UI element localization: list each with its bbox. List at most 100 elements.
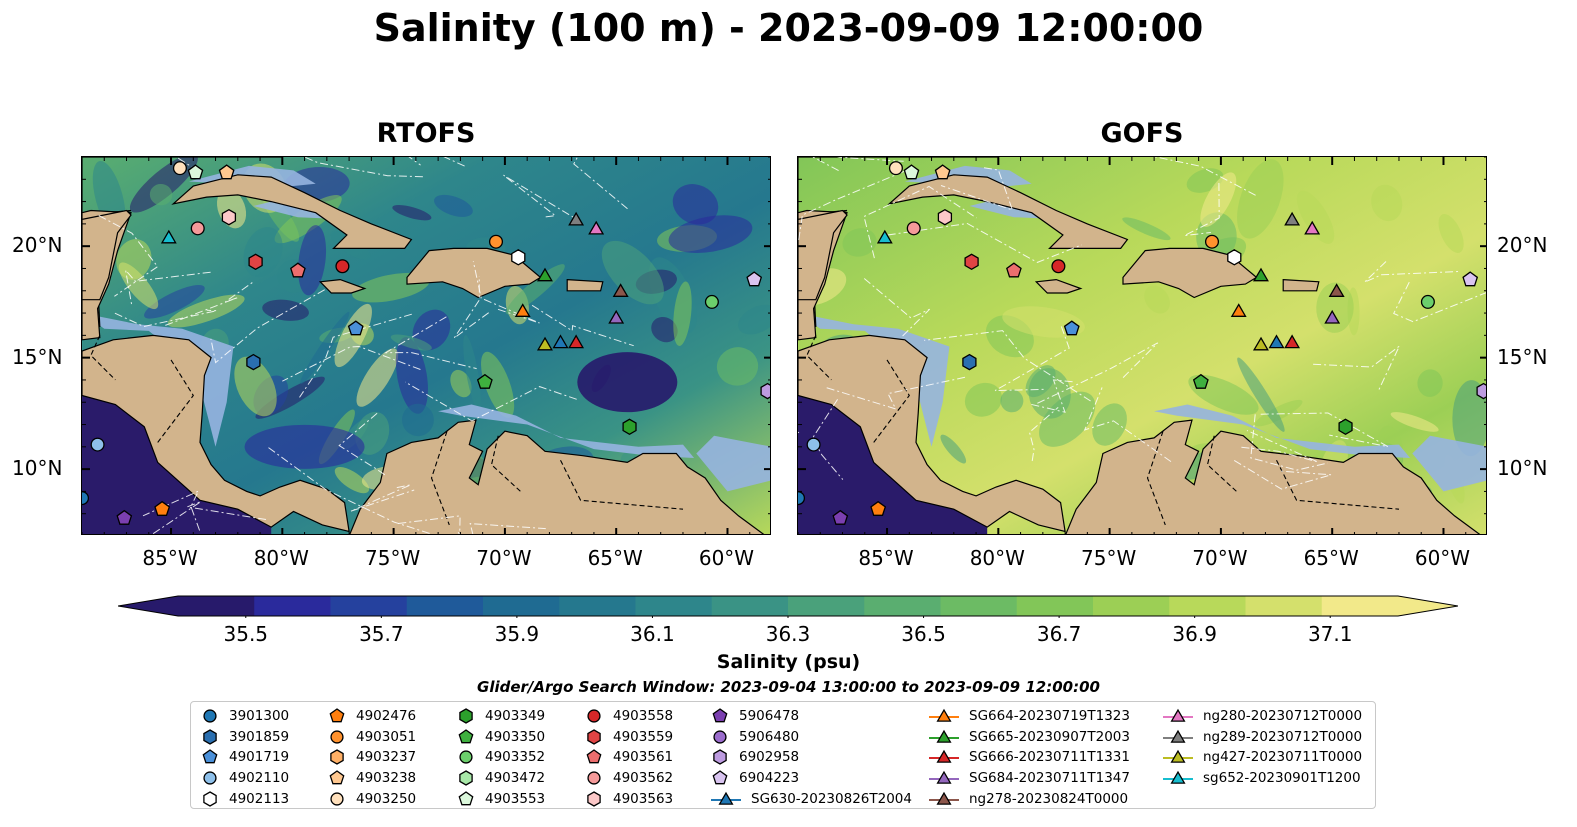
legend-marker [203, 709, 217, 723]
legend-marker [712, 708, 728, 723]
platform-marker-3901859 [246, 353, 261, 371]
salinity-eddy [940, 434, 967, 464]
eez-boundary [798, 169, 908, 240]
colorbar-label: Salinity (psu) [716, 651, 861, 673]
colorbar-segment [254, 596, 331, 616]
land-yucatan-north [82, 209, 132, 301]
salinity-eddy [298, 225, 327, 296]
y-tick-label-left: 20°N [12, 233, 63, 258]
legend-item: 4903472 [457, 768, 545, 789]
salinity-eddy [390, 334, 432, 351]
salinity-eddy [601, 240, 664, 305]
eez-boundary [811, 157, 904, 172]
platform-marker-6902958 [1476, 382, 1486, 400]
legend-item: 4903561 [585, 747, 673, 768]
y-tick-label-left: 15°N [12, 344, 63, 369]
salinity-colorbar [118, 595, 1458, 618]
salinity-eddy [1237, 159, 1284, 239]
eez-boundary [531, 304, 634, 347]
legend-item: 4903563 [585, 788, 673, 809]
salinity-eddy [395, 337, 428, 414]
salinity-eddy [1296, 190, 1335, 244]
legend-marker [203, 790, 217, 807]
search-window-text: Glider/Argo Search Window: 2023-09-04 13… [477, 678, 1100, 696]
eez-boundary [924, 330, 1091, 402]
legend-marker [458, 729, 474, 744]
map-panel-rtofs[interactable] [81, 156, 771, 535]
salinity-eddy [842, 228, 877, 257]
continental-shelf [696, 435, 770, 492]
y-tick-label-left: 10°N [12, 456, 63, 481]
legend-marker [1170, 750, 1186, 764]
legend-marker-icon [329, 770, 345, 785]
platform-marker-5906478 [832, 509, 849, 525]
salinity-eddy [434, 194, 473, 217]
platform-marker-SG666-20230711T1331 [568, 334, 585, 349]
legend-label: 4903349 [485, 708, 546, 725]
legend-item: 4903562 [585, 768, 673, 789]
legend-marker [712, 770, 728, 785]
legend-item: 4903559 [585, 727, 673, 748]
legend-marker-icon [586, 749, 602, 764]
salinity-eddy [1144, 285, 1170, 314]
legend-item: SG664-20230719T1323 [929, 706, 1130, 727]
low-salinity-eddy [577, 352, 678, 413]
platform-marker-4903350 [476, 373, 493, 389]
eez-boundary [863, 185, 977, 259]
legend-marker-icon [203, 709, 217, 723]
eez-boundary [124, 268, 211, 307]
legend-marker-icon [203, 729, 217, 745]
salinity-eddy [738, 304, 770, 335]
eez-boundary [1029, 379, 1073, 413]
map-panel-gofs[interactable] [797, 156, 1487, 535]
x-tick-label: 85°W [142, 546, 198, 570]
legend-label: ng278-20230824T0000 [969, 790, 1129, 807]
platform-marker-4903238 [218, 164, 235, 180]
x-tick-label: 60°W [1414, 546, 1471, 570]
legend-item: SG665-20230907T2003 [929, 727, 1130, 748]
eez-boundary [503, 174, 575, 218]
eez-boundary [1250, 414, 1328, 471]
land-cuba [171, 174, 413, 250]
salinity-eddy [651, 316, 678, 343]
legend-marker-icon [711, 791, 741, 805]
country-border [90, 335, 116, 381]
y-tick-label-right: 15°N [1497, 344, 1548, 369]
eez-boundary [338, 412, 386, 476]
colorbar-tick-label: 37.1 [1307, 622, 1353, 646]
land-south-america [1065, 419, 1481, 534]
y-tick-label-right: 10°N [1497, 456, 1548, 481]
legend-label: 6904223 [739, 770, 800, 787]
platform-marker-4903352 [1420, 294, 1435, 309]
panel-title-rtofs: RTOFS [376, 118, 476, 149]
legend-label: 4903553 [485, 790, 546, 807]
platform-marker-ng289-20230712T0000 [1284, 211, 1301, 226]
colorbar-segment [559, 596, 636, 616]
legend-item: 5906480 [711, 727, 912, 748]
legend-marker-icon [929, 791, 959, 805]
legend-item: 3901300 [201, 706, 289, 727]
platform-marker-6904223 [746, 271, 763, 287]
eez-boundary [940, 167, 1014, 211]
legend-column: 4903349 4903350 4903352 4903472 4903553 [457, 706, 545, 809]
legend-label: SG665-20230907T2003 [969, 728, 1130, 745]
land-jamaica [318, 278, 367, 294]
country-border [560, 459, 684, 510]
legend-label: ng280-20230712T0000 [1203, 708, 1363, 725]
country-border [157, 359, 194, 443]
legend-item: 4903250 [328, 788, 416, 809]
salinity-eddy [1200, 172, 1237, 227]
platform-marker-SG630-20230826T2004 [1268, 334, 1285, 349]
platform-marker-4902476 [154, 500, 171, 516]
legend-label: 4903563 [613, 790, 674, 807]
land-honduras-nicaragua [798, 334, 1066, 533]
legend-marker [203, 771, 217, 785]
legend-marker [936, 750, 952, 764]
legend-marker-icon [713, 749, 727, 766]
legend-item: SG630-20230826T2004 [711, 788, 912, 809]
land-cuba [887, 174, 1129, 250]
legend-marker-icon [587, 790, 601, 807]
eez-boundary [398, 515, 461, 534]
salinity-eddy [672, 184, 719, 225]
legend-label: 4903562 [613, 770, 674, 787]
